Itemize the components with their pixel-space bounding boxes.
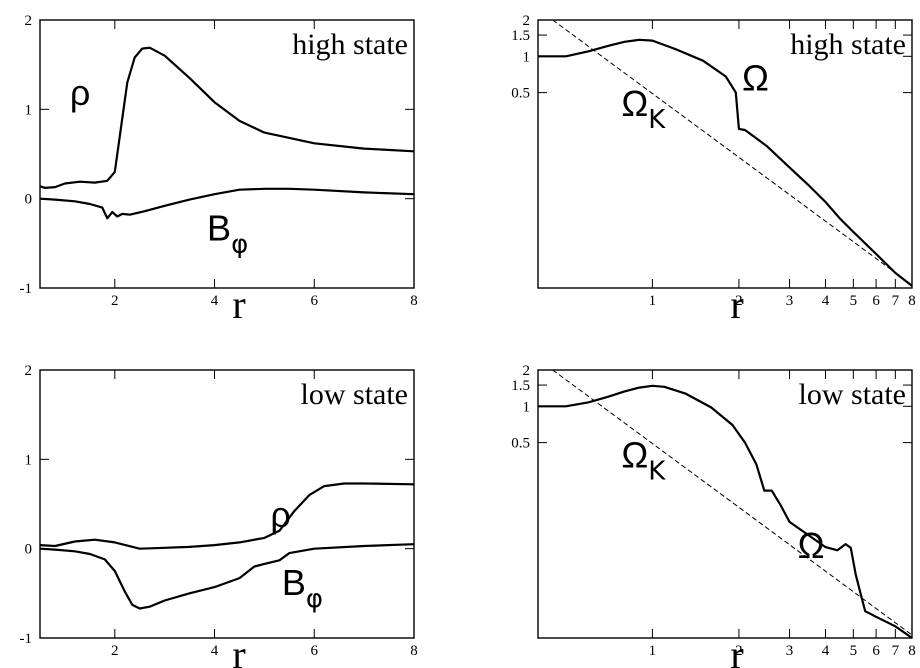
x-tick-label: 1 bbox=[649, 293, 657, 309]
series-label-subscript: K bbox=[648, 105, 666, 135]
x-tick-label: 6 bbox=[311, 293, 319, 309]
series-line bbox=[552, 370, 912, 636]
x-tick-label: 3 bbox=[786, 643, 794, 659]
series-label-subscript: K bbox=[648, 457, 666, 487]
x-tick-label: 8 bbox=[908, 293, 916, 309]
x-tick-label: 8 bbox=[410, 643, 418, 659]
x-tick-label: 2 bbox=[735, 293, 743, 309]
series-label: ρ bbox=[270, 494, 290, 535]
x-tick-label: 5 bbox=[850, 293, 858, 309]
series-line bbox=[40, 543, 414, 610]
y-tick-label: 1 bbox=[25, 102, 33, 118]
series-label-main: B bbox=[282, 562, 306, 603]
y-tick-label: 1.5 bbox=[511, 378, 530, 394]
y-tick-label: 0.5 bbox=[511, 86, 530, 102]
x-tick-label: 6 bbox=[872, 293, 880, 309]
state-label: low state bbox=[301, 378, 408, 411]
series-line bbox=[40, 187, 414, 220]
series-label-main: Ω bbox=[621, 83, 648, 124]
y-tick-label: 2 bbox=[25, 13, 33, 29]
x-axis-label: r bbox=[232, 282, 245, 327]
y-tick-label: 0.5 bbox=[511, 436, 530, 452]
x-tick-label: 7 bbox=[892, 293, 900, 309]
x-axis-label: r bbox=[730, 282, 743, 327]
series-label: ρ bbox=[70, 72, 90, 113]
y-tick-label: 1.5 bbox=[511, 28, 530, 44]
x-tick-label: 4 bbox=[211, 293, 219, 309]
series-label-subscript: φ bbox=[231, 230, 248, 260]
state-label: low state bbox=[799, 378, 906, 411]
y-tick-label: 2 bbox=[523, 363, 531, 379]
x-tick-label: 4 bbox=[211, 643, 219, 659]
series-label: ΩK bbox=[621, 435, 666, 487]
series-label-main: B bbox=[207, 208, 231, 249]
y-tick-label: 1 bbox=[523, 399, 531, 415]
x-tick-label: 5 bbox=[850, 643, 858, 659]
series-label: Ω bbox=[742, 58, 769, 99]
series-label: Bφ bbox=[282, 562, 323, 614]
y-tick-label: 0 bbox=[25, 542, 33, 558]
x-tick-label: 8 bbox=[908, 643, 916, 659]
chart-panel-top-left: 2 4 6 8 -1 0 1 2 ρ Bφ high state r bbox=[20, 13, 418, 327]
y-tick-label: 1 bbox=[25, 452, 33, 468]
series-label-main: ρ bbox=[70, 72, 90, 113]
series-label-main: Ω bbox=[798, 525, 825, 566]
series-label: Bφ bbox=[207, 208, 248, 260]
series-label-main: Ω bbox=[742, 58, 769, 99]
plot-frame bbox=[537, 19, 913, 289]
series-line bbox=[538, 38, 912, 287]
series-line bbox=[40, 482, 414, 550]
y-tick-label: 1 bbox=[523, 49, 531, 65]
x-tick-label: 2 bbox=[735, 643, 743, 659]
y-tick-label: 2 bbox=[25, 363, 33, 379]
x-axis-label: r bbox=[730, 632, 743, 668]
series-label-main: ρ bbox=[270, 494, 290, 535]
y-tick-label: 2 bbox=[523, 13, 531, 29]
x-tick-label: 2 bbox=[111, 293, 119, 309]
series-label-subscript: φ bbox=[306, 584, 323, 614]
x-tick-label: 2 bbox=[111, 643, 119, 659]
x-tick-label: 6 bbox=[311, 643, 319, 659]
x-tick-label: 4 bbox=[822, 293, 830, 309]
y-tick-label: -1 bbox=[20, 281, 33, 297]
plot-frame bbox=[537, 369, 913, 639]
series-label: ΩK bbox=[621, 83, 666, 135]
x-tick-label: 3 bbox=[786, 293, 794, 309]
plot-frame bbox=[39, 19, 415, 289]
series-line bbox=[552, 20, 912, 286]
state-label: high state bbox=[292, 28, 408, 61]
x-tick-label: 6 bbox=[872, 643, 880, 659]
plot-frame bbox=[39, 369, 415, 639]
series-line bbox=[538, 384, 912, 638]
state-label: high state bbox=[790, 28, 906, 61]
x-tick-label: 8 bbox=[410, 293, 418, 309]
series-label: Ω bbox=[798, 525, 825, 566]
x-axis-label: r bbox=[232, 632, 245, 668]
series-label-main: Ω bbox=[621, 435, 648, 476]
x-tick-label: 4 bbox=[822, 643, 830, 659]
series-line bbox=[40, 46, 414, 189]
x-tick-label: 7 bbox=[892, 643, 900, 659]
y-tick-label: -1 bbox=[20, 631, 33, 647]
y-tick-label: 0 bbox=[25, 192, 33, 208]
x-tick-label: 1 bbox=[649, 643, 657, 659]
